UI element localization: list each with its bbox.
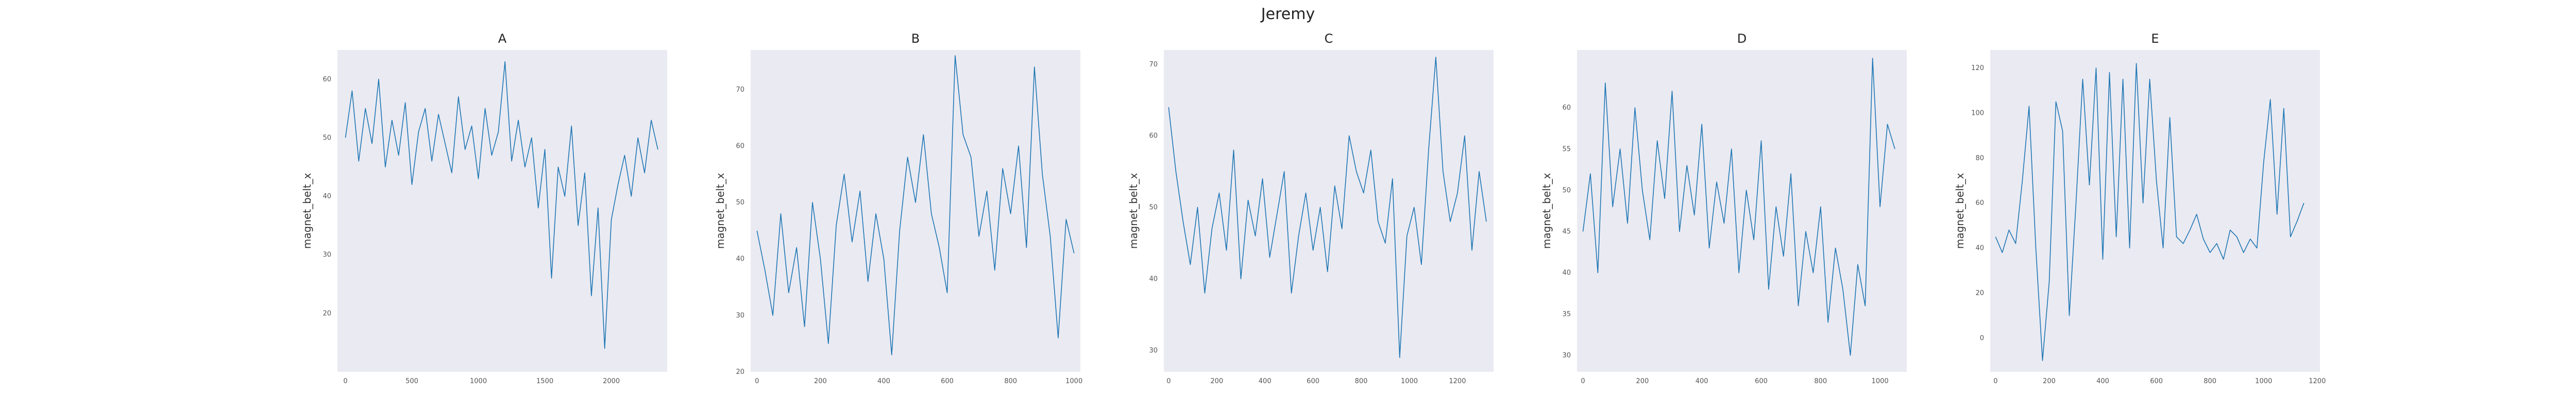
series-line	[756, 55, 1075, 355]
y-tick-label: 0	[1980, 334, 1984, 342]
y-tick-label: 60	[1149, 132, 1158, 140]
y-tick-label: 45	[1562, 228, 1571, 236]
y-tick-label: 60	[1562, 104, 1571, 112]
x-tick-label: 200	[814, 377, 827, 385]
y-tick-label: 100	[1971, 109, 1984, 117]
y-tick-label: 55	[1562, 145, 1571, 153]
y-tick-label: 120	[1971, 64, 1984, 72]
y-tick-label: 20	[323, 310, 331, 317]
y-tick-label: 40	[1975, 245, 1984, 252]
y-tick-label: 50	[323, 134, 331, 142]
y-tick-label: 30	[736, 312, 744, 319]
y-tick-label: 35	[1562, 311, 1571, 318]
plot-area	[1164, 50, 1494, 372]
panel-title: B	[911, 31, 920, 46]
y-tick-label: 50	[1562, 186, 1571, 194]
panel-title: A	[498, 31, 507, 46]
x-tick-label: 800	[1004, 377, 1017, 385]
series-line	[1582, 58, 1895, 356]
panel-title: E	[2151, 31, 2159, 46]
y-tick-label: 30	[1149, 347, 1158, 354]
y-tick-label: 60	[736, 142, 744, 150]
plot-area	[1990, 50, 2320, 372]
x-tick-label: 600	[1755, 377, 1768, 385]
y-axis-label: magnet_belt_x	[301, 173, 313, 249]
x-tick-label: 800	[1355, 377, 1368, 385]
y-tick-label: 70	[736, 86, 744, 94]
y-tick-label: 80	[1975, 154, 1984, 162]
x-tick-label: 400	[877, 377, 890, 385]
panel-title: C	[1325, 31, 1333, 46]
series-line	[1168, 57, 1487, 358]
x-tick-label: 1200	[1449, 377, 1466, 385]
x-tick-label: 0	[1993, 377, 1997, 385]
y-tick-label: 40	[323, 193, 331, 200]
x-tick-label: 2000	[603, 377, 620, 385]
x-tick-label: 0	[343, 377, 347, 385]
x-tick-label: 1000	[470, 377, 487, 385]
y-axis-label: magnet_belt_x	[1127, 173, 1140, 249]
y-tick-label: 30	[323, 251, 331, 259]
y-tick-label: 40	[1149, 275, 1158, 283]
panel-title: D	[1737, 31, 1747, 46]
y-tick-label: 40	[1562, 269, 1571, 277]
y-tick-label: 40	[736, 255, 744, 263]
y-tick-label: 60	[323, 76, 331, 83]
x-tick-label: 500	[405, 377, 418, 385]
y-tick-label: 20	[1975, 289, 1984, 297]
x-tick-label: 600	[1307, 377, 1319, 385]
y-axis-label: magnet_belt_x	[1954, 173, 1966, 249]
x-tick-label: 0	[1166, 377, 1171, 385]
x-tick-label: 200	[1210, 377, 1223, 385]
x-tick-label: 400	[1696, 377, 1708, 385]
x-tick-label: 1000	[1872, 377, 1889, 385]
x-tick-label: 1500	[536, 377, 553, 385]
x-tick-label: 800	[1814, 377, 1827, 385]
series-line	[1995, 63, 2304, 361]
x-tick-label: 200	[2043, 377, 2056, 385]
x-tick-label: 400	[2096, 377, 2109, 385]
x-tick-label: 600	[941, 377, 954, 385]
series-line	[345, 61, 658, 349]
plot-area	[1577, 50, 1907, 372]
x-tick-label: 0	[1581, 377, 1585, 385]
y-tick-label: 60	[1975, 199, 1984, 207]
x-tick-label: 200	[1636, 377, 1649, 385]
figure-title: Jeremy	[1261, 5, 1315, 23]
x-tick-label: 0	[755, 377, 759, 385]
y-axis-label: magnet_belt_x	[1540, 173, 1553, 249]
x-tick-label: 400	[1259, 377, 1272, 385]
plot-area	[337, 50, 667, 372]
y-tick-label: 50	[1149, 204, 1158, 212]
y-tick-label: 70	[1149, 61, 1158, 68]
y-axis-label: magnet_belt_x	[714, 173, 726, 249]
y-tick-label: 20	[736, 368, 744, 376]
plot-area	[751, 50, 1080, 372]
x-tick-label: 600	[2150, 377, 2163, 385]
x-tick-label: 1000	[1065, 377, 1082, 385]
y-tick-label: 30	[1562, 352, 1571, 359]
x-tick-label: 1000	[2255, 377, 2272, 385]
y-tick-label: 50	[736, 199, 744, 207]
x-tick-label: 1000	[1401, 377, 1418, 385]
x-tick-label: 800	[2204, 377, 2216, 385]
x-tick-label: 1200	[2309, 377, 2326, 385]
